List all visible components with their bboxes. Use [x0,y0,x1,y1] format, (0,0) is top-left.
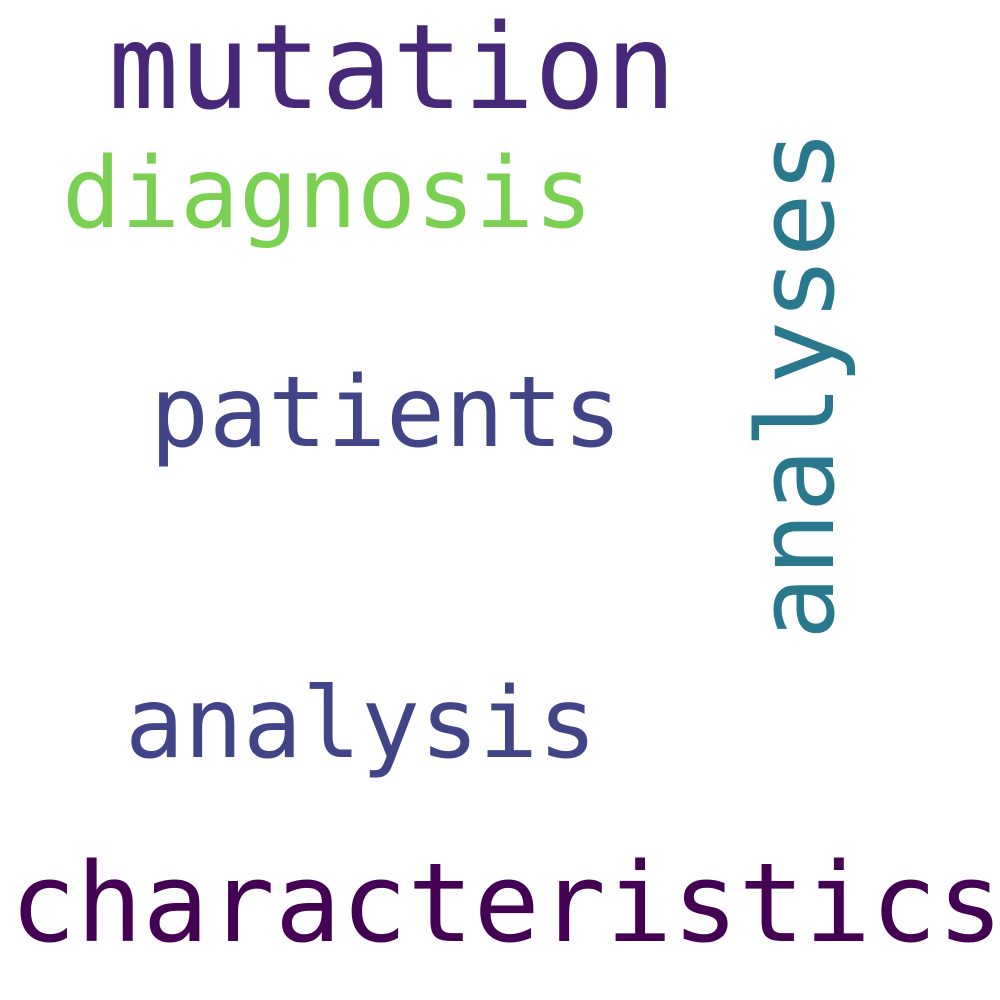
word-mutation: mutation [108,0,677,136]
word-patients: patients [150,356,623,470]
word-analysis: analysis [125,667,598,781]
word-characteristics: characteristics [10,839,1000,967]
word-analyses: analyses [735,129,858,640]
word-diagnosis: diagnosis [62,137,594,251]
